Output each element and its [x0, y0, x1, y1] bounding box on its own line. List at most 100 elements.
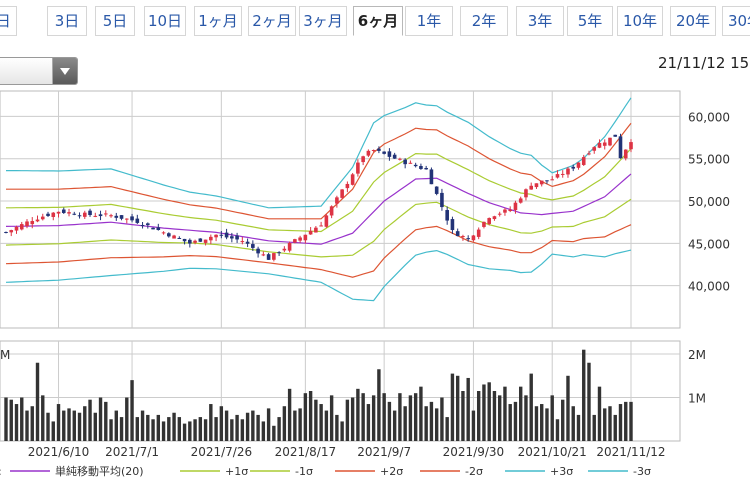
candle: [72, 213, 77, 215]
tab-8[interactable]: 1年: [405, 6, 453, 36]
candle: [566, 168, 570, 175]
candle: [103, 213, 108, 215]
x-tick-label: 2021/8/17: [275, 445, 337, 459]
chevron-down-icon: [52, 58, 77, 84]
y-tick-label: 40,000: [688, 280, 730, 294]
volume-bar: [392, 410, 397, 441]
candle: [308, 230, 313, 235]
volume-bar: [429, 401, 434, 441]
volume-bar: [550, 395, 554, 441]
tab-6[interactable]: 3ヶ月: [299, 6, 347, 36]
candle: [9, 230, 14, 233]
candle: [177, 237, 182, 239]
volume-bar: [104, 401, 108, 441]
candle: [361, 156, 365, 163]
candle: [539, 180, 544, 185]
candle: [182, 238, 187, 242]
candle: [124, 218, 129, 220]
candle: [193, 240, 197, 243]
candle: [555, 174, 560, 178]
volume-bar: [508, 404, 512, 441]
volume-bar: [209, 404, 213, 441]
legend: : 単純移動平均(20) +1σ -1σ +2σ -2σ +3σ -3σ: [0, 464, 651, 478]
indicator-dropdown[interactable]: [0, 57, 78, 85]
volume-bar: [161, 421, 166, 441]
tab-2[interactable]: 5日: [95, 6, 135, 36]
x-tick-label: 2021/10/21: [518, 445, 587, 459]
candle: [597, 142, 602, 148]
candle: [445, 210, 449, 221]
candle: [61, 209, 66, 213]
volume-bar: [350, 397, 355, 441]
volume-bar: [30, 406, 34, 441]
candle: [576, 162, 581, 168]
x-tick-label: 2021/7/1: [105, 445, 159, 459]
candle: [46, 213, 50, 216]
tab-13[interactable]: 20年: [670, 6, 716, 36]
candle: [471, 235, 476, 241]
candle: [466, 238, 470, 240]
candle: [356, 162, 360, 174]
candle: [434, 186, 439, 194]
candle: [476, 229, 481, 237]
volume-bar: [534, 406, 539, 441]
candle: [629, 142, 633, 150]
volume-bar: [561, 399, 565, 441]
candle: [340, 189, 344, 198]
candle: [408, 162, 413, 164]
tab-9[interactable]: 2年: [460, 6, 508, 36]
volume-bar: [182, 423, 187, 441]
volume-bar: [14, 404, 19, 441]
tab-5[interactable]: 2ヶ月: [248, 6, 296, 36]
volume-bar: [566, 375, 570, 441]
price-plot-frame: [0, 90, 681, 329]
volume-bar: [261, 421, 266, 441]
legend-label: 単純移動平均(20): [55, 464, 144, 478]
tab-12[interactable]: 10年: [617, 6, 663, 36]
volume-bar: [434, 408, 439, 441]
candle: [35, 219, 40, 222]
tab-7[interactable]: 6ヶ月: [353, 6, 403, 36]
candle: [413, 164, 418, 167]
tab-14[interactable]: 30年: [722, 6, 750, 36]
volume-bar: [529, 373, 533, 441]
tab-10[interactable]: 3年: [516, 6, 564, 36]
plus-2-sigma-line: [6, 122, 632, 220]
tab-3[interactable]: 10日: [144, 6, 186, 36]
volume-bars: [4, 349, 633, 441]
candle: [25, 221, 29, 227]
y-tick-label: 55,000: [688, 153, 730, 167]
tab-4[interactable]: 1ヶ月: [194, 6, 242, 36]
volume-bar: [408, 395, 413, 441]
volume-bar: [224, 410, 229, 441]
candle: [282, 248, 287, 251]
volume-bar: [72, 410, 76, 441]
candles: [4, 133, 633, 262]
candle: [592, 147, 597, 151]
volume-bar: [582, 349, 586, 441]
volume-bar: [20, 397, 24, 441]
volume-bar: [503, 386, 507, 441]
volume-bar: [450, 373, 455, 441]
volume-bar: [272, 425, 276, 441]
volume-bar: [151, 419, 155, 441]
volume-bar: [93, 412, 97, 441]
volume-bar: [471, 410, 476, 441]
volume-bar: [4, 397, 8, 441]
volume-bar: [419, 386, 423, 441]
tab-11[interactable]: 5年: [567, 6, 613, 36]
candle: [51, 212, 56, 217]
volume-bar: [298, 408, 302, 441]
candle: [161, 232, 166, 234]
tab-0[interactable]: 2日: [0, 6, 17, 36]
volume-bar: [314, 399, 318, 441]
plus-3-sigma-line: [6, 97, 632, 209]
candle: [14, 226, 19, 231]
minus-2-sigma-line: [5, 224, 632, 278]
candle: [198, 238, 203, 242]
volume-bar: [603, 408, 607, 441]
volume-bar: [282, 406, 287, 441]
legend-label: -1σ: [295, 465, 313, 478]
tab-1[interactable]: 3日: [47, 6, 87, 36]
